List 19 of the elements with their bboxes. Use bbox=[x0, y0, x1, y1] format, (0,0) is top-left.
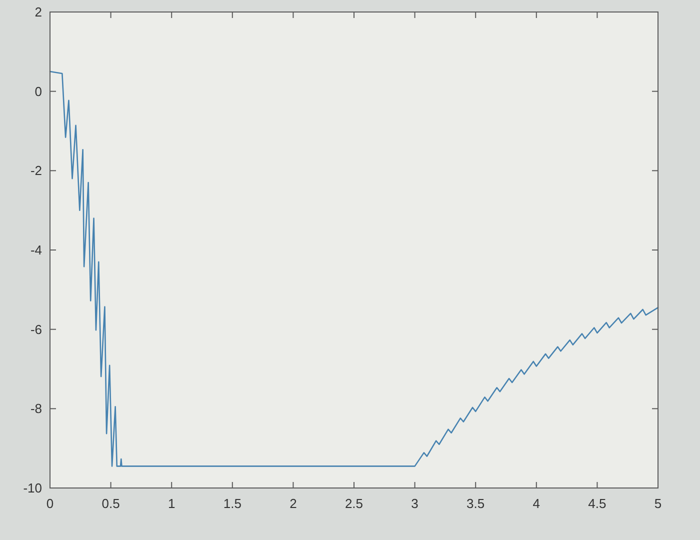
y-tick-label: -6 bbox=[30, 322, 42, 337]
y-tick-label: -2 bbox=[30, 163, 42, 178]
x-tick-label: 3 bbox=[411, 496, 418, 511]
x-tick-label: 4.5 bbox=[588, 496, 606, 511]
x-tick-label: 2 bbox=[290, 496, 297, 511]
x-tick-label: 0.5 bbox=[102, 496, 120, 511]
x-tick-label: 1 bbox=[168, 496, 176, 511]
y-tick-label: -4 bbox=[30, 242, 42, 258]
x-tick-label: 2.5 bbox=[344, 496, 364, 511]
x-tick-label: 5 bbox=[654, 496, 662, 511]
y-tick-label: 2 bbox=[34, 4, 42, 20]
y-tick-label: -10 bbox=[23, 480, 42, 496]
y-tick-label: -8 bbox=[30, 401, 42, 416]
line-series bbox=[49, 70, 659, 467]
x-tick-label: 4 bbox=[532, 496, 540, 511]
x-tick-label: 0 bbox=[46, 496, 54, 511]
x-tick-label: 3.5 bbox=[466, 496, 485, 511]
y-tick-label: 0 bbox=[34, 84, 42, 99]
x-tick-label: 1.5 bbox=[223, 496, 242, 511]
